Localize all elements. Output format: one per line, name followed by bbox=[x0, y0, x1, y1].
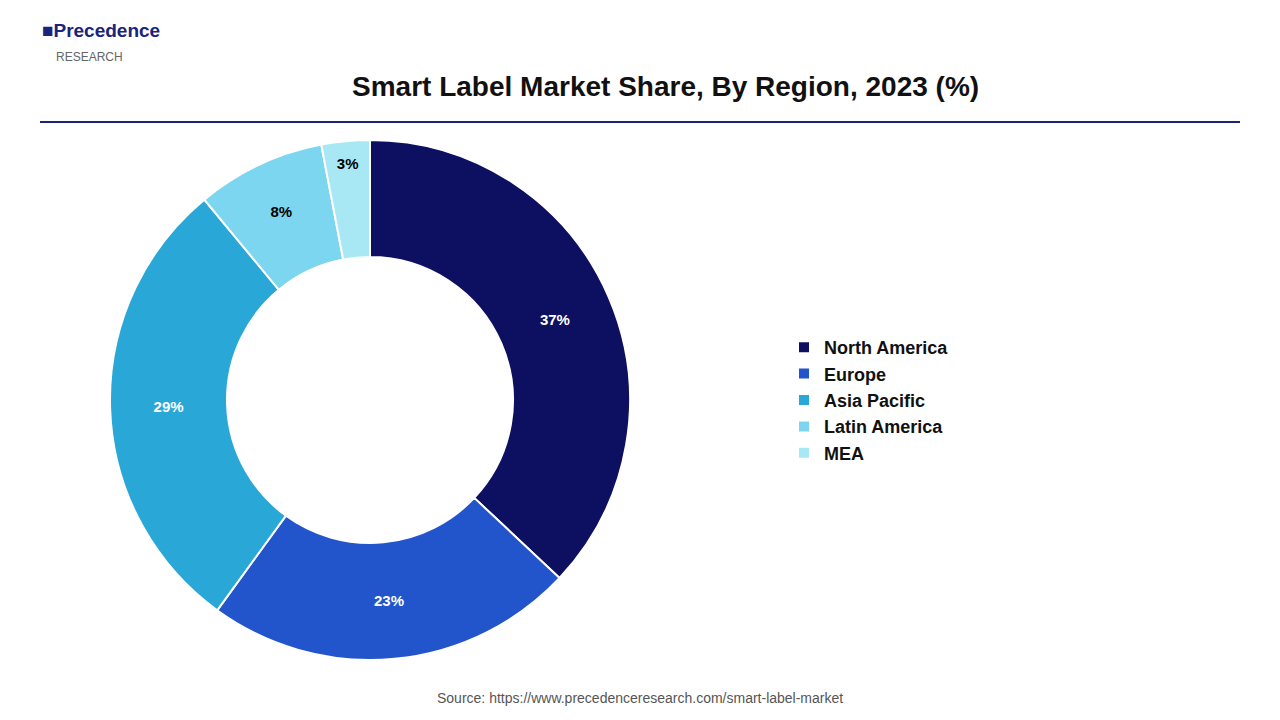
svg-text:■Precedence: ■Precedence bbox=[42, 20, 160, 41]
svg-text:Source: https://www.precedence: Source: https://www.precedenceresearch.c… bbox=[437, 690, 843, 706]
svg-text:RESEARCH: RESEARCH bbox=[56, 50, 123, 64]
svg-text:Latin America: Latin America bbox=[824, 417, 943, 437]
svg-text:Smart Label Market Share, By R: Smart Label Market Share, By Region, 202… bbox=[352, 71, 979, 102]
svg-text:37%: 37% bbox=[540, 311, 570, 328]
svg-text:North America: North America bbox=[824, 338, 948, 358]
svg-text:MEA: MEA bbox=[824, 444, 864, 464]
svg-text:23%: 23% bbox=[374, 592, 404, 609]
svg-text:3%: 3% bbox=[337, 155, 359, 172]
svg-text:Europe: Europe bbox=[824, 365, 886, 385]
svg-text:29%: 29% bbox=[154, 398, 184, 415]
svg-text:Asia Pacific: Asia Pacific bbox=[824, 391, 925, 411]
svg-text:8%: 8% bbox=[271, 203, 293, 220]
